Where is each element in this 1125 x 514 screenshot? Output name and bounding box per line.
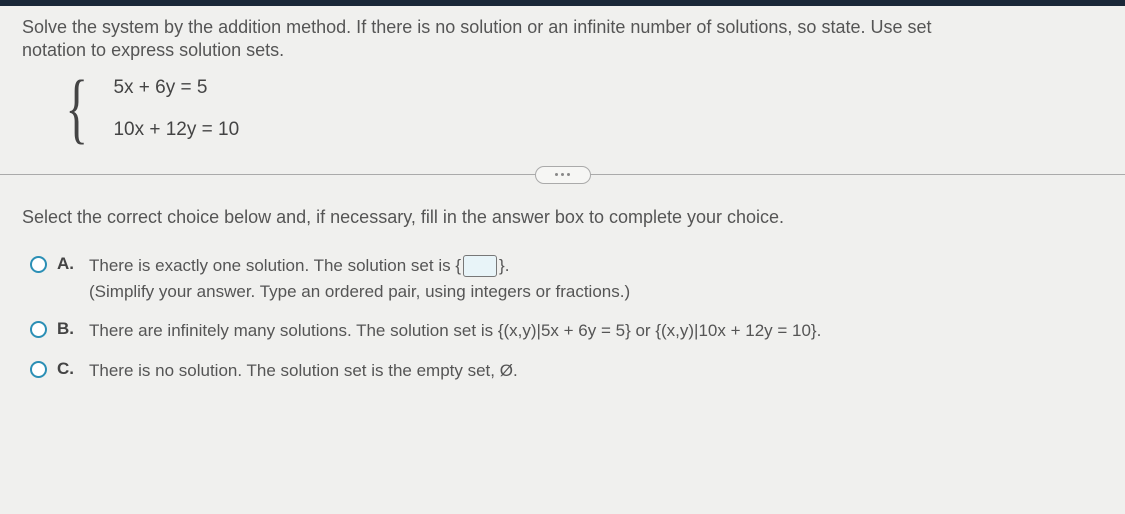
left-brace-icon: { bbox=[65, 81, 87, 136]
radio-c[interactable] bbox=[30, 361, 47, 378]
choice-body-b: There are infinitely many solutions. The… bbox=[89, 319, 821, 343]
dot-icon bbox=[555, 173, 558, 176]
choice-a[interactable]: A. There is exactly one solution. The so… bbox=[30, 254, 1103, 304]
instruction-text: Select the correct choice below and, if … bbox=[22, 207, 1103, 228]
choice-body-a: There is exactly one solution. The solut… bbox=[89, 254, 630, 304]
radio-a[interactable] bbox=[30, 256, 47, 273]
choice-letter-a: A. bbox=[57, 254, 79, 274]
content-area: Solve the system by the addition method.… bbox=[0, 6, 1125, 383]
problem-line-2: notation to express solution sets. bbox=[22, 40, 284, 60]
equation-2: 10x + 12y = 10 bbox=[113, 119, 239, 141]
choice-c[interactable]: C. There is no solution. The solution se… bbox=[30, 359, 1103, 383]
choice-letter-b: B. bbox=[57, 319, 79, 339]
choice-letter-c: C. bbox=[57, 359, 79, 379]
section-divider bbox=[0, 163, 1125, 187]
choice-a-note: (Simplify your answer. Type an ordered p… bbox=[89, 280, 630, 304]
answer-input-box[interactable] bbox=[463, 255, 497, 277]
choice-body-c: There is no solution. The solution set i… bbox=[89, 359, 518, 383]
problem-statement: Solve the system by the addition method.… bbox=[22, 16, 1103, 63]
divider-handle[interactable] bbox=[535, 166, 591, 184]
choice-a-text-2: . bbox=[505, 256, 510, 275]
equation-system: { 5x + 6y = 5 10x + 12y = 10 bbox=[58, 77, 1103, 141]
dot-icon bbox=[567, 173, 570, 176]
choices-group: A. There is exactly one solution. The so… bbox=[30, 254, 1103, 383]
choice-a-text-1: There is exactly one solution. The solut… bbox=[89, 256, 455, 275]
equation-1: 5x + 6y = 5 bbox=[113, 77, 239, 99]
equations-list: 5x + 6y = 5 10x + 12y = 10 bbox=[113, 77, 239, 141]
dot-icon bbox=[561, 173, 564, 176]
problem-line-1: Solve the system by the addition method.… bbox=[22, 17, 932, 37]
choice-b[interactable]: B. There are infinitely many solutions. … bbox=[30, 319, 1103, 343]
radio-b[interactable] bbox=[30, 321, 47, 338]
